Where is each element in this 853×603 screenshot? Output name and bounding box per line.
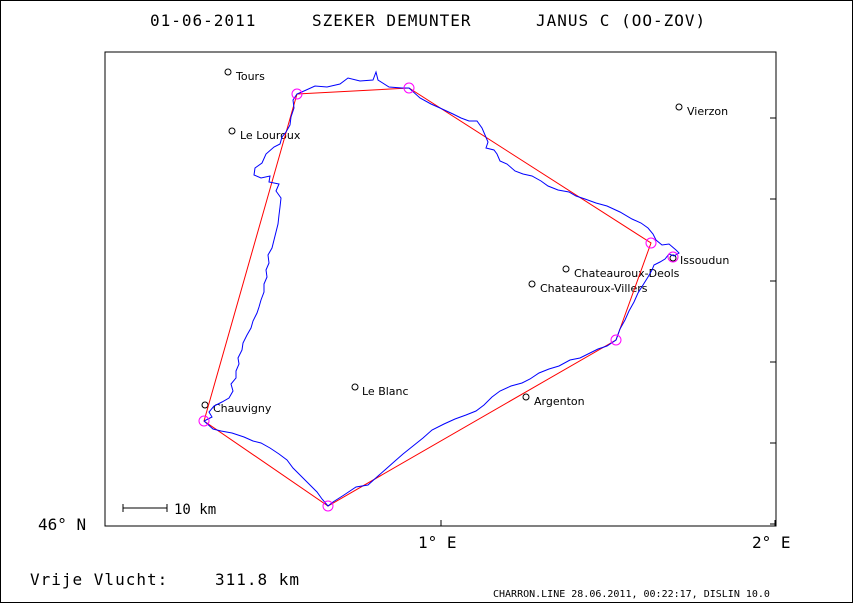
place-label-tours: Tours [235, 70, 265, 83]
footer-info: CHARRON.LINE 28.06.2011, 00:22:17, DISLI… [493, 589, 770, 600]
turnpoint-marker [322, 500, 334, 512]
distance-value: 311.8 km [215, 570, 300, 589]
scale-bar [122, 504, 168, 512]
map-frame [104, 51, 777, 527]
distance-label: Vrije Vlucht: [30, 570, 168, 589]
place-label-chateauroux-deols: Chateauroux-Deols [574, 267, 680, 280]
flight-track [203, 70, 680, 507]
turnpoint-marker [667, 251, 679, 263]
place-marker [562, 265, 570, 273]
place-label-chateauroux-villers: Chateauroux-Villers [540, 282, 648, 295]
flight-date: 01-06-2011 [150, 11, 256, 30]
glider-name: JANUS C (OO-ZOV) [536, 11, 706, 30]
place-label-le-louroux: Le Louroux [240, 129, 301, 142]
place-label-argenton: Argenton [534, 395, 585, 408]
place-marker [351, 383, 359, 391]
place-label-issoudun: Issoudun [680, 254, 729, 267]
place-marker [669, 254, 677, 262]
place-marker [522, 393, 530, 401]
turnpoint-marker [645, 237, 657, 249]
place-label-vierzon: Vierzon [687, 105, 728, 118]
longitude-label-2e: 2° E [752, 533, 791, 552]
place-marker [224, 68, 232, 76]
place-marker [528, 280, 536, 288]
pilot-names: SZEKER DEMUNTER [312, 11, 472, 30]
place-marker [228, 127, 236, 135]
turnpoint-marker [610, 334, 622, 346]
place-marker [675, 103, 683, 111]
place-label-chauvigny: Chauvigny [213, 402, 272, 415]
axis-ticks [440, 117, 776, 526]
turnpoint-marker [198, 415, 210, 427]
latitude-label: 46° N [38, 515, 86, 534]
place-label-le-blanc: Le Blanc [362, 385, 409, 398]
task-route [203, 87, 652, 507]
scale-bar-label: 10 km [174, 502, 216, 518]
longitude-label-1e: 1° E [418, 533, 457, 552]
turnpoint-marker [403, 82, 415, 94]
place-marker [201, 401, 209, 409]
turnpoint-marker [291, 88, 303, 100]
